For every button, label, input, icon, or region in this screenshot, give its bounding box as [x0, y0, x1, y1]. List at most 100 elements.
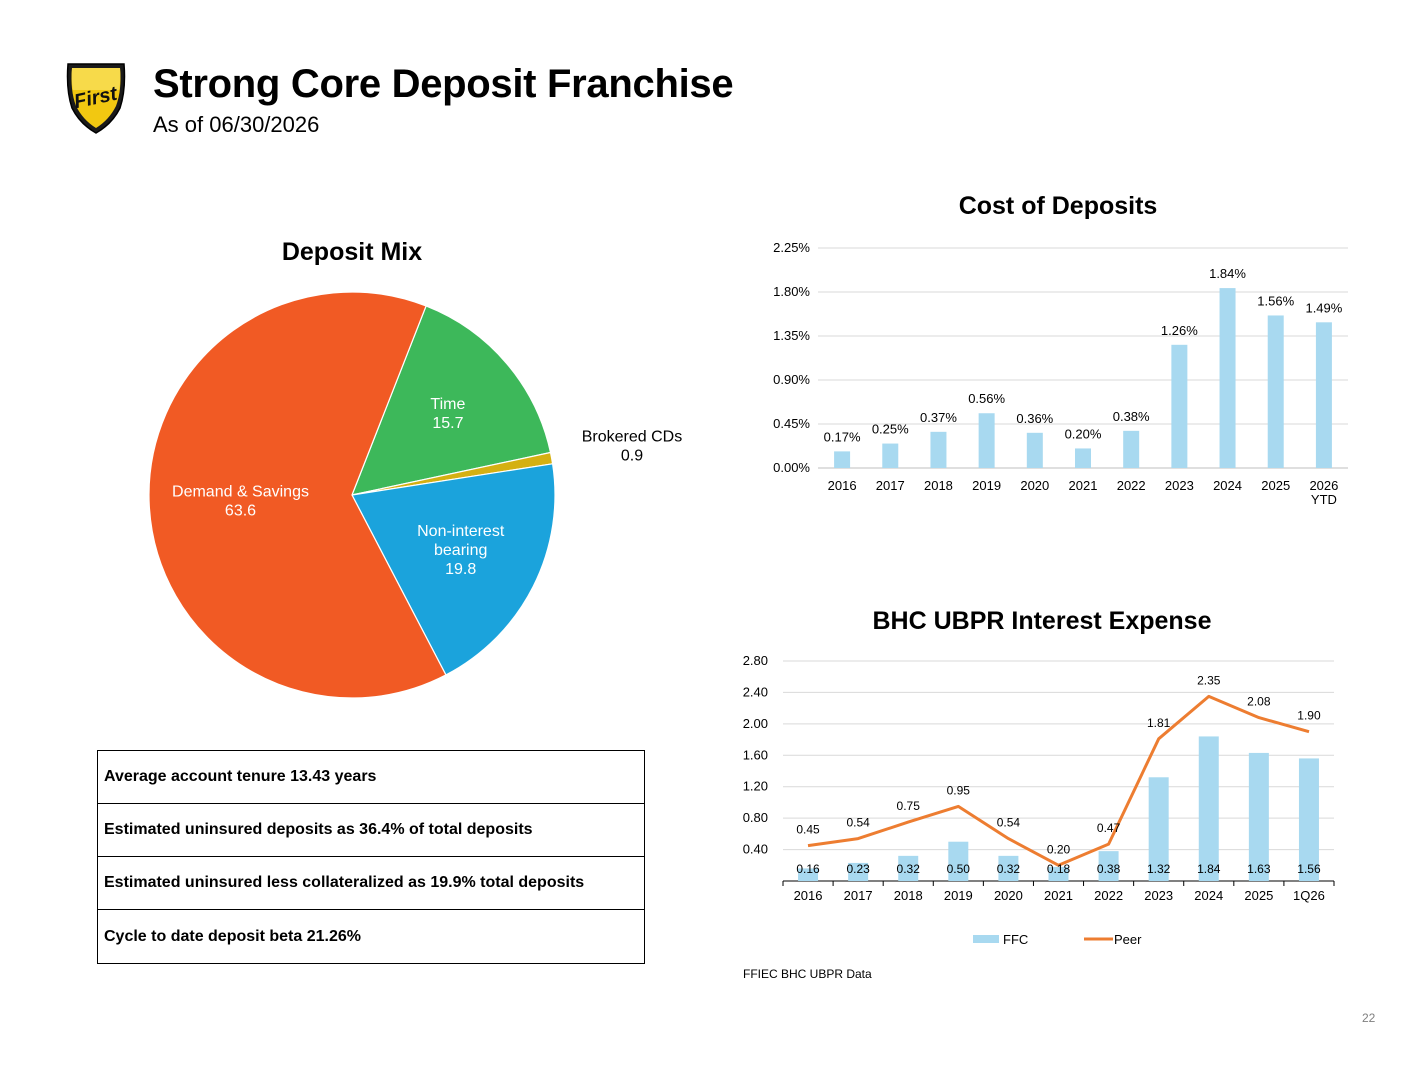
- cost-ytick-label: 0.00%: [773, 460, 810, 475]
- cost-bar: [882, 443, 899, 468]
- page-number: 22: [1362, 1011, 1376, 1025]
- stat-row-deposit-beta: Cycle to date deposit beta 21.26%: [104, 927, 361, 945]
- int-category-label: 2019: [944, 888, 973, 903]
- int-ffc-data-label: 1.32: [1147, 862, 1171, 876]
- int-ytick-label: 2.80: [743, 653, 768, 668]
- company-logo: First: [66, 63, 126, 134]
- cost-bar: [1171, 344, 1188, 468]
- pie-slice-demand-savings: [148, 291, 447, 699]
- int-ytick-label: 0.80: [743, 810, 768, 825]
- int-ffc-data-label: 1.63: [1247, 862, 1271, 876]
- cost-data-label: 0.20%: [1065, 426, 1102, 441]
- int-category-label: 2018: [894, 888, 923, 903]
- int-category-label: 2025: [1244, 888, 1273, 903]
- int-bar-ffc: [1098, 851, 1119, 881]
- int-peer-data-label: 0.45: [796, 823, 820, 837]
- cost-bar: [1075, 448, 1091, 468]
- int-category-label: 1Q26: [1293, 888, 1325, 903]
- stat-row-account-tenure: Average account tenure 13.43 years: [98, 751, 644, 804]
- cost-category-label: 2022: [1117, 478, 1146, 493]
- cost-category-label: 2023: [1165, 478, 1194, 493]
- int-peer-data-label: 1.81: [1147, 716, 1171, 730]
- cost-data-label: 0.56%: [968, 391, 1005, 406]
- cost-category-label: 2026 YTD: [1309, 478, 1338, 507]
- int-category-label: 2020: [994, 888, 1023, 903]
- legend-ffc-label: FFC: [1003, 932, 1028, 947]
- int-ffc-data-label: 0.32: [897, 862, 921, 876]
- legend-ffc-swatch: [973, 935, 999, 943]
- int-ffc-data-label: 0.38: [1097, 862, 1121, 876]
- stat-row-uninsured-less-collateralized: Estimated uninsured less collateralized …: [98, 857, 644, 910]
- page-title: Strong Core Deposit Franchise: [153, 62, 734, 106]
- cost-bar: [930, 431, 947, 468]
- int-category-label: 2022: [1094, 888, 1123, 903]
- cost-bar: [1219, 288, 1236, 468]
- int-ffc-data-label: 0.18: [1047, 862, 1071, 876]
- cost-bar: [1123, 430, 1140, 468]
- interest-expense-chart: BHC UBPR Interest Expense 0.40 0.80 1.20 1.…: [743, 607, 1335, 947]
- int-peer-data-label: 0.54: [997, 816, 1021, 830]
- cost-data-label: 1.49%: [1305, 300, 1342, 315]
- cost-category-label: 2017: [876, 478, 905, 493]
- int-ffc-data-label: 0.16: [796, 862, 820, 876]
- int-ffc-data-label: 0.50: [947, 862, 971, 876]
- cost-bar: [1026, 432, 1043, 468]
- cost-category-label: 2019: [972, 478, 1001, 493]
- int-ffc-data-label: 1.84: [1197, 862, 1221, 876]
- int-ytick-label: 2.00: [743, 716, 768, 731]
- stat-row-uninsured-deposits: Estimated uninsured deposits as 36.4% of…: [98, 804, 644, 857]
- pie-label-brokered-cds: Brokered CDs 0.9: [582, 429, 682, 465]
- page-subtitle: As of 06/30/2026: [153, 112, 320, 137]
- deposit-stats-table: Average account tenure 13.43 years Estim…: [97, 750, 645, 964]
- cost-data-label: 0.36%: [1016, 411, 1053, 426]
- int-bar-ffc: [848, 862, 869, 881]
- int-ffc-data-label: 0.23: [846, 862, 870, 876]
- cost-category-label: 2024: [1213, 478, 1242, 493]
- cost-category-label: 2020: [1020, 478, 1049, 493]
- cost-bar: [1315, 322, 1332, 468]
- cost-category-label: 2018: [924, 478, 953, 493]
- pie-slice-non-interest-bearing: [351, 463, 556, 676]
- cost-data-label: 0.38%: [1113, 409, 1150, 424]
- cost-of-deposits-chart: Cost of Deposits 0.00% 0.45% 0.90% 1.35% 1.8…: [773, 192, 1348, 507]
- cost-category-label: 2025: [1261, 478, 1290, 493]
- pie-label-non-interest-bearing: Non-interest bearing 19.8: [417, 523, 505, 578]
- int-bar-ffc: [998, 855, 1019, 881]
- cost-category-label: 2021: [1069, 478, 1098, 493]
- cost-data-label: 0.25%: [872, 422, 909, 437]
- int-bar-ffc: [1148, 777, 1169, 881]
- cost-of-deposits-title: Cost of Deposits: [959, 192, 1158, 220]
- cost-ytick-label: 1.35%: [773, 328, 810, 343]
- int-ffc-data-label: 1.56: [1297, 862, 1321, 876]
- int-ytick-label: 1.20: [743, 779, 768, 794]
- int-peer-data-label: 1.90: [1297, 709, 1321, 723]
- deposit-mix-chart: Deposit Mix Time 15.7 Brokered CDs 0.9 Non-i…: [148, 238, 682, 699]
- int-ytick-label: 0.40: [743, 842, 768, 857]
- pie-label-time: Time 15.7: [430, 396, 465, 432]
- int-category-label: 2023: [1144, 888, 1173, 903]
- cost-bar: [1267, 315, 1284, 468]
- int-bar-ffc: [1248, 752, 1269, 881]
- source-note: FFIEC BHC UBPR Data: [743, 967, 872, 981]
- int-bar-ffc: [1298, 758, 1319, 881]
- int-category-label: 2016: [794, 888, 823, 903]
- int-ffc-data-label: 0.32: [997, 862, 1021, 876]
- cost-data-label: 0.17%: [824, 429, 861, 444]
- int-ytick-label: 1.60: [743, 747, 768, 762]
- int-ytick-label: 2.40: [743, 684, 768, 699]
- cost-ytick-label: 1.80%: [773, 284, 810, 299]
- cost-data-label: 1.26%: [1161, 323, 1198, 338]
- cost-ytick-label: 0.45%: [773, 416, 810, 431]
- int-bar-ffc: [798, 868, 819, 881]
- interest-expense-title: BHC UBPR Interest Expense: [873, 607, 1212, 635]
- int-peer-line: [807, 694, 1310, 867]
- int-peer-data-label: 0.20: [1047, 842, 1071, 856]
- int-peer-data-label: 0.47: [1097, 821, 1121, 835]
- deposit-mix-title: Deposit Mix: [282, 238, 422, 266]
- cost-ytick-label: 0.90%: [773, 372, 810, 387]
- cost-bar: [834, 451, 851, 468]
- int-peer-data-label: 2.08: [1247, 695, 1271, 709]
- int-peer-data-label: 0.54: [846, 816, 870, 830]
- int-peer-data-label: 2.35: [1197, 673, 1221, 687]
- int-category-label: 2021: [1044, 888, 1073, 903]
